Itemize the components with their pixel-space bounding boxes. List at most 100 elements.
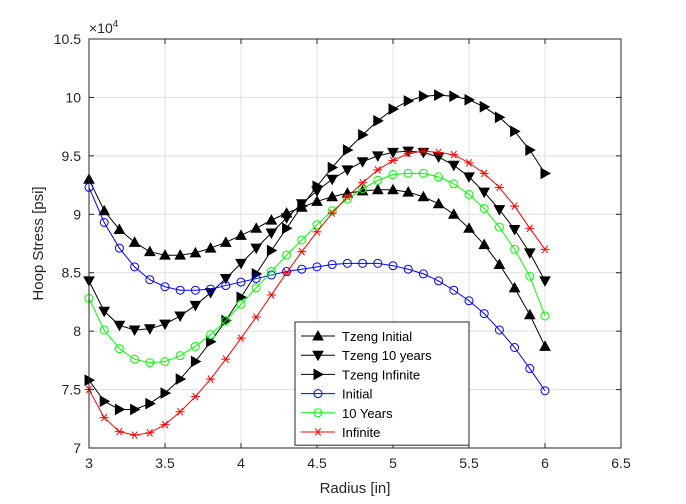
data-point — [463, 172, 475, 183]
data-point — [236, 277, 246, 287]
legend-label: Tzeng Initial — [342, 329, 412, 344]
data-point — [235, 229, 247, 240]
data-point — [388, 103, 400, 115]
legend-label: 10 Years — [342, 406, 393, 421]
data-point — [525, 224, 535, 233]
data-point — [388, 261, 398, 271]
x-tick-label: 4 — [237, 455, 245, 471]
legend-items: Tzeng Initial Tzeng 10 years Tzeng Infinit… — [301, 329, 432, 440]
legend-label: Initial — [342, 387, 372, 402]
x-tick-label: 6.5 — [611, 455, 631, 471]
series-5 — [84, 147, 550, 440]
data-point — [342, 194, 352, 204]
y-exponent-base: ×10 — [89, 20, 113, 36]
data-point — [417, 190, 430, 202]
data-point — [297, 264, 307, 274]
data-point — [464, 189, 474, 199]
data-point — [175, 351, 185, 361]
data-point — [114, 403, 126, 416]
data-point — [371, 183, 384, 195]
data-point — [206, 335, 217, 348]
data-point — [175, 373, 187, 385]
data-point — [478, 187, 491, 199]
data-point — [447, 160, 460, 172]
x-tick-label: 6 — [541, 455, 549, 471]
data-point — [266, 267, 276, 277]
data-point — [510, 244, 520, 254]
data-point — [99, 325, 109, 335]
data-point — [478, 238, 491, 250]
data-point — [113, 320, 126, 332]
data-point — [479, 203, 489, 213]
data-point — [494, 222, 504, 232]
legend-label: Tzeng Infinite — [342, 367, 420, 382]
data-point — [282, 250, 292, 260]
data-point — [540, 167, 552, 180]
x-tick-label: 3 — [85, 455, 93, 471]
data-point — [206, 284, 216, 294]
y-exponent-power: 4 — [113, 19, 119, 30]
tick-marks — [88, 38, 622, 449]
data-point — [417, 147, 430, 159]
data-point — [143, 245, 156, 257]
data-point — [251, 268, 263, 280]
legend-marker — [313, 368, 325, 381]
data-point — [297, 200, 308, 212]
y-exponent-label: ×104 — [89, 19, 119, 36]
data-point — [266, 244, 278, 257]
data-point — [327, 206, 337, 216]
data-point — [479, 169, 489, 178]
data-point — [434, 148, 444, 157]
data-point — [463, 222, 475, 233]
data-point — [479, 100, 491, 113]
data-point — [525, 271, 535, 281]
data-point — [297, 247, 307, 256]
data-point — [280, 213, 293, 224]
data-point — [525, 144, 536, 156]
data-point — [206, 375, 216, 383]
data-point — [206, 330, 216, 340]
data-point — [326, 174, 339, 186]
data-point — [403, 95, 415, 107]
data-point — [494, 183, 504, 192]
data-point — [160, 387, 172, 399]
data-point — [510, 125, 521, 138]
data-point — [250, 222, 263, 233]
x-tick-label: 3.5 — [155, 455, 175, 471]
data-point — [464, 93, 476, 106]
y-tick-label: 7 — [73, 440, 81, 456]
data-point — [327, 260, 337, 270]
data-point — [540, 311, 550, 321]
data-point — [508, 281, 521, 293]
data-point — [282, 267, 292, 277]
data-point — [219, 274, 232, 285]
legend-entry: Tzeng Infinite — [301, 367, 420, 382]
data-point — [449, 179, 459, 189]
data-point — [130, 431, 140, 440]
data-point — [312, 227, 322, 236]
data-point — [236, 334, 246, 343]
legend: Tzeng Initial Tzeng 10 years Tzeng Infinit… — [294, 321, 470, 446]
data-point — [479, 309, 489, 319]
data-point — [388, 170, 398, 180]
data-point — [403, 168, 413, 178]
data-point — [130, 403, 141, 416]
data-point — [358, 258, 368, 268]
data-point — [373, 258, 383, 268]
data-point — [160, 282, 170, 292]
data-point — [358, 178, 368, 187]
data-point — [342, 192, 352, 201]
data-point — [130, 262, 140, 272]
legend-marker — [313, 408, 323, 418]
data-point — [387, 147, 399, 159]
x-axis-label: Radius [in] — [320, 480, 391, 497]
x-tick-label: 5.5 — [459, 455, 479, 471]
data-point — [175, 407, 185, 416]
data-point — [190, 285, 200, 295]
data-point — [418, 168, 428, 178]
legend-entry: Tzeng Initial — [301, 329, 412, 344]
data-point — [402, 146, 415, 158]
y-tick-label: 10.5 — [54, 31, 81, 47]
data-point — [341, 165, 354, 176]
data-point — [159, 249, 171, 260]
